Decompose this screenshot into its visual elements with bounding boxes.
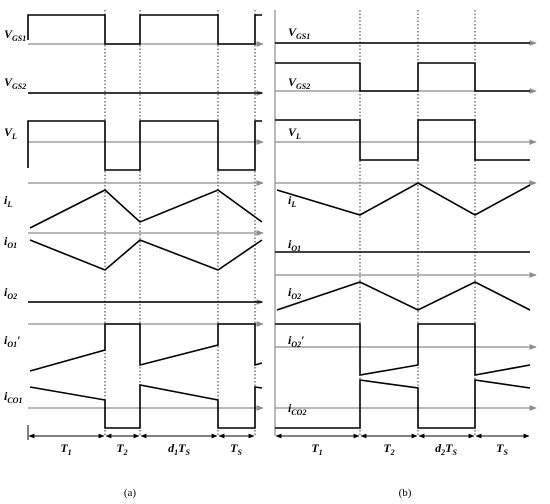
signal-label: VL [4, 125, 17, 141]
subscript: 1 [68, 448, 72, 457]
panel-caption: (a) [124, 487, 137, 499]
symbol: i [4, 333, 8, 347]
subscript: S [503, 448, 508, 457]
subscript: GS2 [12, 82, 26, 91]
subscript: S [185, 448, 190, 457]
symbol: V [4, 75, 13, 89]
subscript: CO2 [291, 408, 306, 417]
subscript: GS2 [296, 82, 310, 91]
symbol: i [4, 193, 8, 207]
symbol: V [4, 125, 13, 139]
symbol: i [288, 333, 292, 347]
signal-label: VGS1 [288, 25, 310, 41]
interval-label: d2TS [435, 441, 457, 457]
symbol: V [288, 75, 297, 89]
subscript: S [452, 448, 457, 457]
subscript: O2 [7, 292, 17, 301]
signal-label: iO2′ [288, 333, 305, 349]
symbol: i [288, 193, 292, 207]
symbol: T [60, 441, 68, 455]
symbol: V [288, 125, 297, 139]
panel-a-waveforms [27, 10, 264, 440]
symbol: T [445, 441, 453, 455]
signal-label: iCO2 [288, 401, 306, 417]
symbol: V [288, 25, 297, 39]
subscript: O1 [7, 241, 17, 250]
subscript: L [295, 132, 301, 141]
symbol: ′ [17, 333, 20, 347]
panel-b-waveforms [274, 10, 537, 439]
subscript: O2 [291, 340, 301, 349]
signal-label: VGS1 [4, 27, 26, 43]
signal-label: VGS2 [4, 75, 26, 91]
subscript: 2 [440, 448, 445, 457]
interval-label: T2 [383, 441, 394, 457]
subscript: GS1 [12, 34, 26, 43]
symbol: T [383, 441, 391, 455]
subscript: 1 [319, 448, 323, 457]
symbol: T [116, 441, 124, 455]
interval-label: TS [230, 441, 242, 457]
signal-label: iO1 [4, 234, 17, 250]
subscript: L [290, 200, 296, 209]
subscript: 2 [390, 448, 395, 457]
subscript: 1 [174, 448, 178, 457]
subscript: O1 [7, 340, 17, 349]
symbol: i [4, 285, 8, 299]
symbol: T [311, 441, 319, 455]
symbol: T [230, 441, 238, 455]
symbol: V [4, 27, 13, 41]
subscript: S [237, 448, 242, 457]
subscript: L [11, 132, 17, 141]
interval-label: d1TS [168, 441, 190, 457]
interval-label: T1 [60, 441, 71, 457]
interval-label: TS [496, 441, 508, 457]
symbol: i [4, 234, 8, 248]
signal-label: iO1′ [4, 333, 21, 349]
interval-label: T1 [311, 441, 322, 457]
signal-label: iO2 [4, 285, 17, 301]
subscript: L [6, 200, 12, 209]
symbol: i [4, 389, 8, 403]
interval-label: T2 [116, 441, 127, 457]
subscript: 2 [123, 448, 128, 457]
symbol: ′ [301, 333, 304, 347]
panel-caption: (b) [399, 487, 412, 499]
symbol: T [178, 441, 186, 455]
symbol: d [435, 441, 442, 455]
symbol: i [288, 237, 292, 251]
signal-label: iO2 [288, 285, 301, 301]
subscript: GS1 [296, 32, 310, 41]
signal-label: iL [4, 193, 12, 209]
symbol: T [496, 441, 504, 455]
subscript: CO1 [7, 396, 22, 405]
symbol: i [288, 285, 292, 299]
subscript: O2 [291, 292, 301, 301]
symbol: i [288, 401, 292, 415]
signal-label: iCO1 [4, 389, 22, 405]
signal-label: VGS2 [288, 75, 310, 91]
signal-label: VL [288, 125, 301, 141]
signal-label: iO1 [288, 237, 301, 253]
subscript: O1 [291, 244, 301, 253]
symbol: d [168, 441, 175, 455]
signal-label: iL [288, 193, 296, 209]
